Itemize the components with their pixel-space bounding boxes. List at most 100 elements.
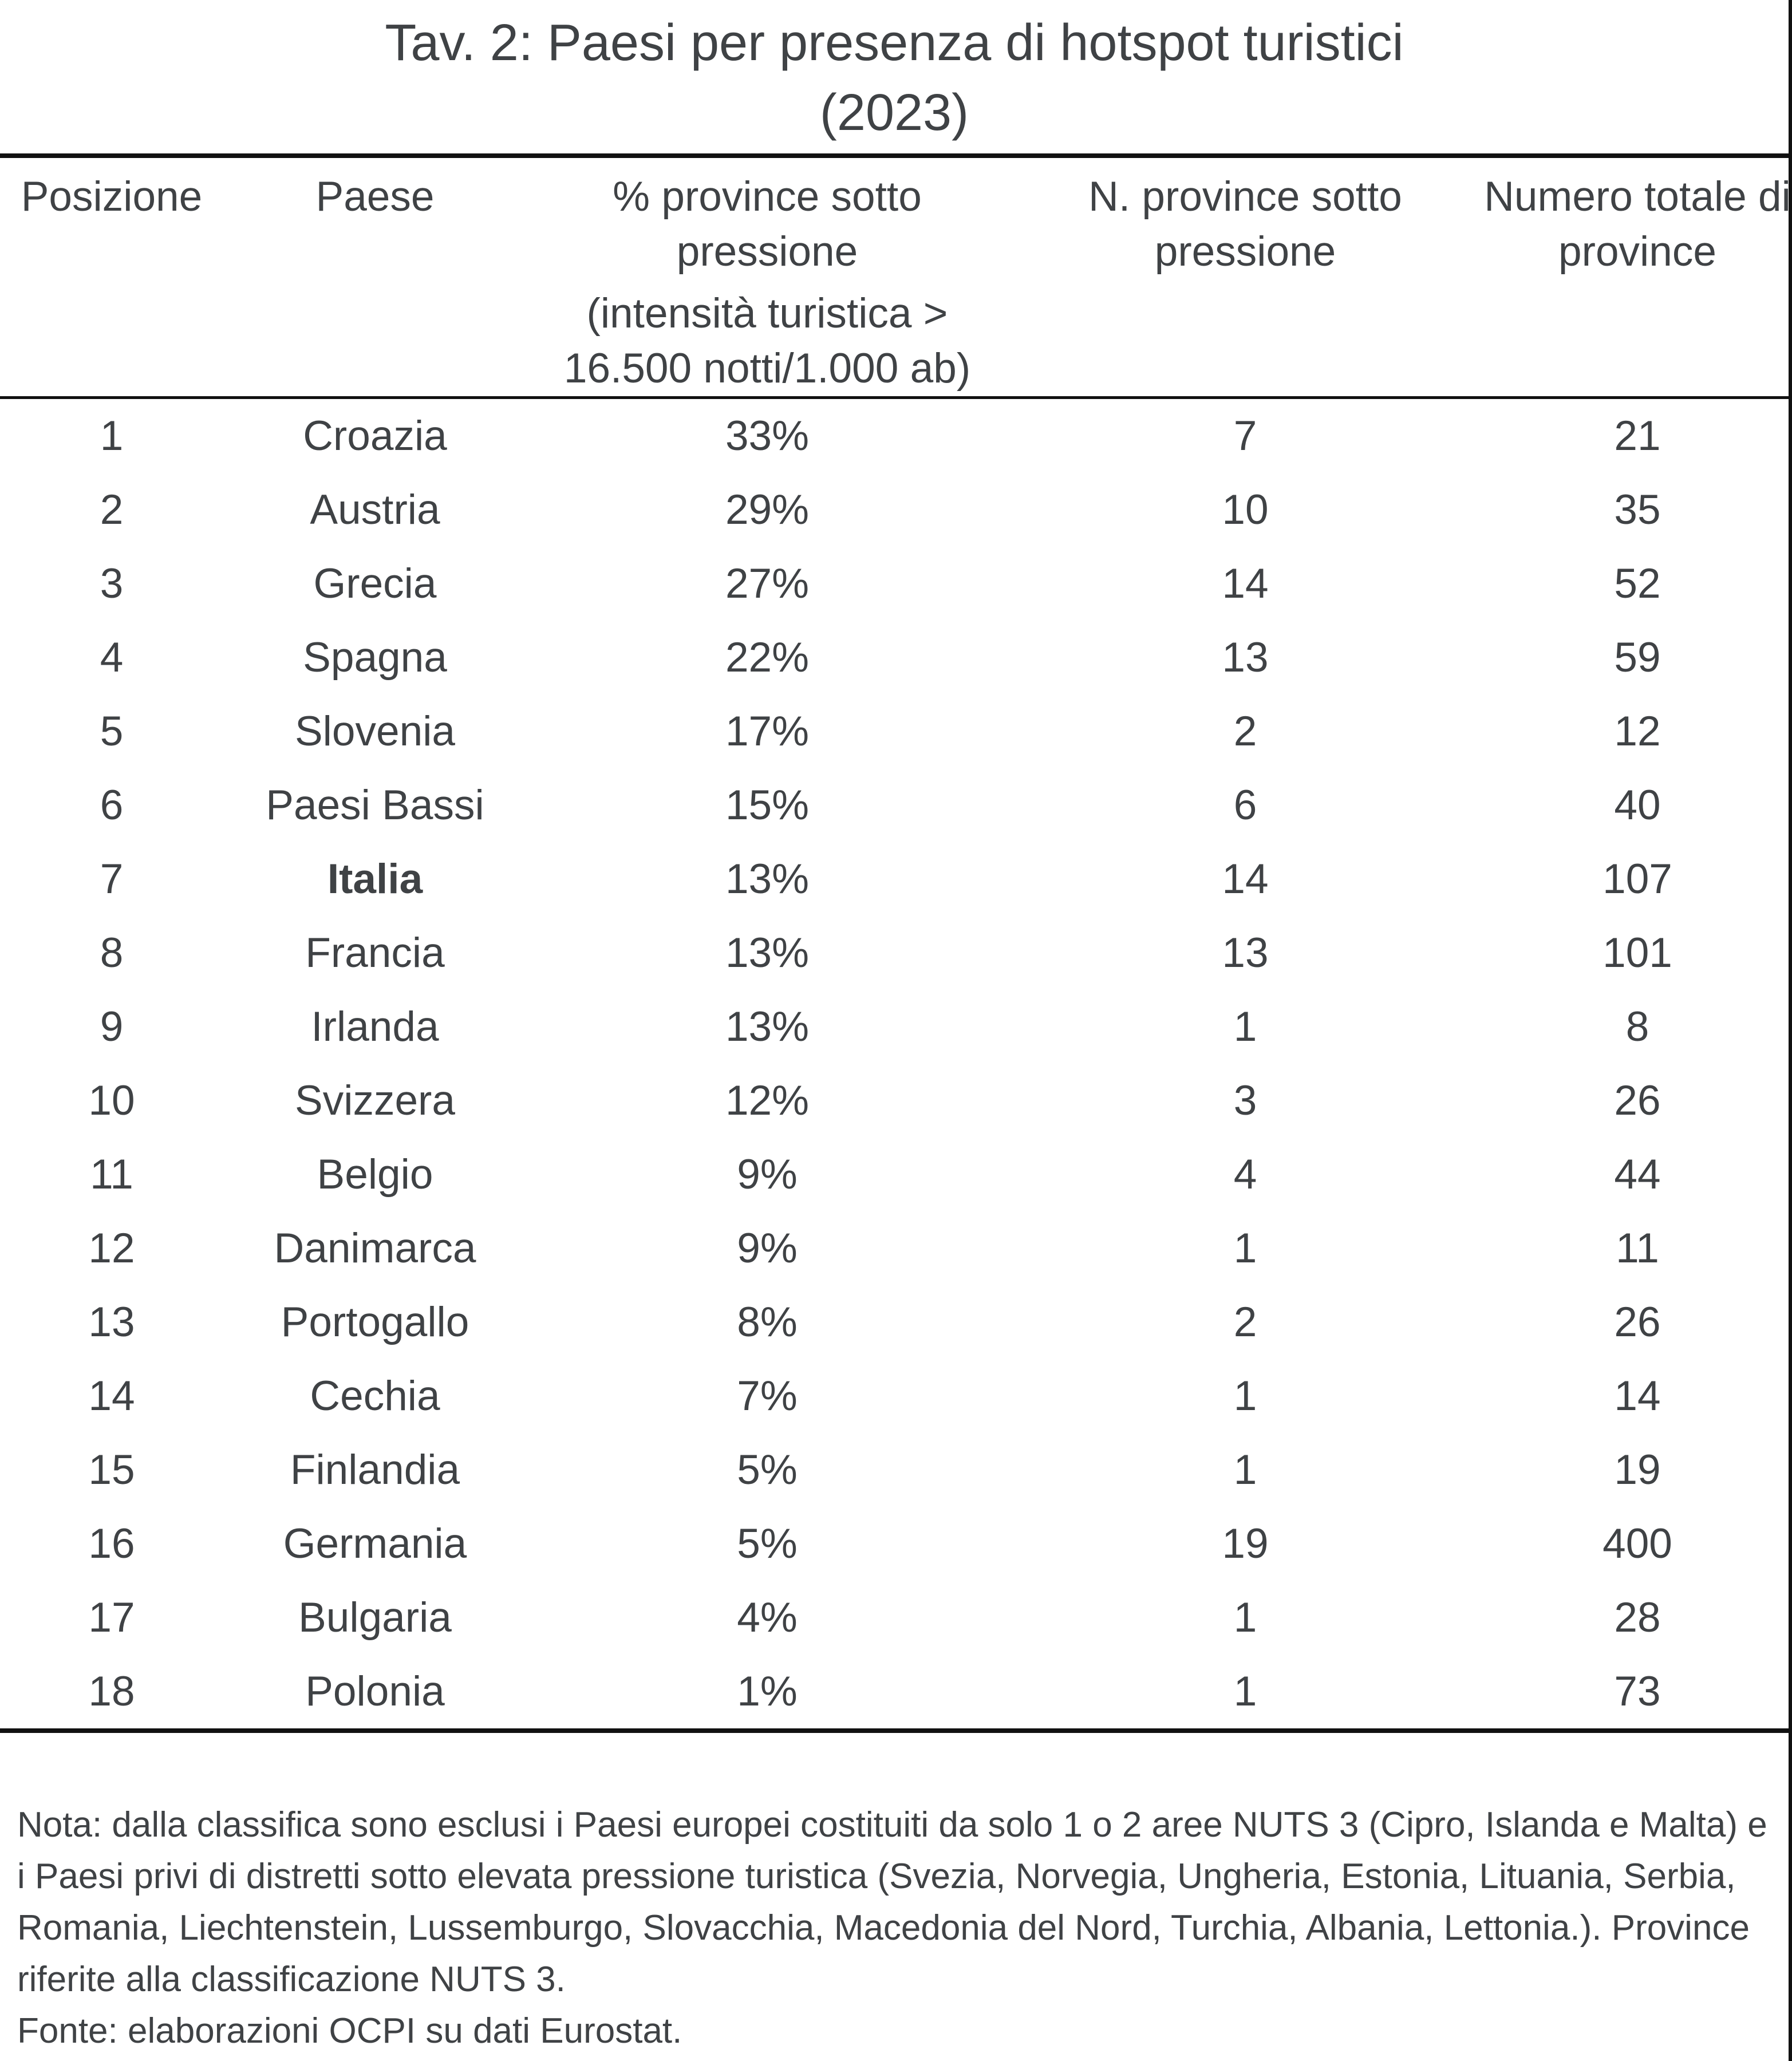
cell-pct: 13% xyxy=(725,930,810,976)
cell-posizione: 15 xyxy=(88,1447,135,1493)
table-note: Nota: dalla classifica sono esclusi i Pa… xyxy=(17,1805,1767,1999)
cell-pct: 8% xyxy=(737,1299,798,1345)
cell-tot: 19 xyxy=(1614,1447,1661,1493)
cell-n: 1 xyxy=(1233,1668,1257,1715)
header-divider xyxy=(0,396,1789,399)
cell-n: 13 xyxy=(1222,634,1269,681)
cell-paese: Danimarca xyxy=(274,1225,476,1272)
cell-tot: 11 xyxy=(1616,1225,1659,1272)
cell-n: 1 xyxy=(1233,1594,1257,1641)
cell-tot: 52 xyxy=(1614,560,1661,607)
table-row: 10 Svizzera 12% 3 26 xyxy=(0,1064,1789,1138)
cell-posizione: 2 xyxy=(100,487,124,533)
cell-pct: 22% xyxy=(725,634,810,681)
table-header-row: Posizione Paese % province sotto pressio… xyxy=(0,158,1792,396)
cell-tot: 40 xyxy=(1614,782,1661,828)
cell-posizione: 7 xyxy=(100,856,124,902)
cell-pct: 13% xyxy=(725,1004,810,1050)
cell-posizione: 16 xyxy=(88,1521,135,1567)
table-row: 12 Danimarca 9% 1 11 xyxy=(0,1211,1789,1285)
cell-n: 7 xyxy=(1233,413,1257,459)
table-row: 1 Croazia 33% 7 21 xyxy=(0,399,1789,473)
cell-pct: 5% xyxy=(737,1447,798,1493)
cell-pct: 5% xyxy=(737,1521,798,1567)
cell-paese: Germania xyxy=(283,1521,467,1567)
header-line: % province sotto xyxy=(613,173,922,220)
table-row: 5 Slovenia 17% 2 12 xyxy=(0,694,1789,768)
cell-paese: Polonia xyxy=(305,1668,445,1715)
cell-posizione: 9 xyxy=(100,1004,124,1050)
cell-paese: Bulgaria xyxy=(298,1594,452,1641)
cell-tot: 73 xyxy=(1614,1668,1661,1715)
cell-paese: Portogallo xyxy=(281,1299,469,1345)
title-divider xyxy=(0,153,1789,158)
cell-tot: 21 xyxy=(1614,413,1661,459)
table-row: 14 Cechia 7% 1 14 xyxy=(0,1359,1789,1433)
cell-pct: 9% xyxy=(737,1151,798,1198)
header-pct-province: % province sotto pressione (intensità tu… xyxy=(527,169,1008,396)
cell-paese: Cechia xyxy=(310,1373,440,1419)
table-title: Tav. 2: Paesi per presenza di hotspot tu… xyxy=(385,14,1404,72)
cell-tot: 107 xyxy=(1602,856,1672,902)
cell-paese: Croazia xyxy=(303,413,447,459)
cell-posizione: 5 xyxy=(100,708,124,755)
title-block: Tav. 2: Paesi per presenza di hotspot tu… xyxy=(0,0,1789,148)
header-line: Paese xyxy=(315,173,435,220)
cell-posizione: 18 xyxy=(88,1668,135,1715)
header-line: pressione xyxy=(1154,228,1336,275)
cell-pct: 17% xyxy=(725,708,810,755)
header-line: province xyxy=(1558,228,1716,275)
cell-posizione: 17 xyxy=(88,1594,135,1641)
table-row: 15 Finlandia 5% 1 19 xyxy=(0,1433,1789,1507)
cell-pct: 12% xyxy=(725,1077,810,1124)
cell-paese: Slovenia xyxy=(294,708,456,755)
cell-posizione: 10 xyxy=(88,1077,135,1124)
cell-n: 10 xyxy=(1222,487,1269,533)
table-row: 9 Irlanda 13% 1 8 xyxy=(0,990,1789,1064)
header-line: 16.500 notti/1.000 ab) xyxy=(563,345,971,392)
cell-pct: 27% xyxy=(725,560,810,607)
cell-n: 1 xyxy=(1233,1447,1257,1493)
cell-posizione: 12 xyxy=(88,1225,135,1272)
cell-posizione: 11 xyxy=(90,1151,133,1198)
cell-paese: Belgio xyxy=(317,1151,433,1198)
cell-pct: 1% xyxy=(737,1668,798,1715)
header-posizione: Posizione xyxy=(0,169,223,396)
header-line: Numero totale di xyxy=(1484,173,1791,220)
cell-pct: 15% xyxy=(725,782,810,828)
cell-n: 3 xyxy=(1233,1077,1257,1124)
header-line: N. province sotto xyxy=(1088,173,1402,220)
cell-tot: 28 xyxy=(1614,1594,1661,1641)
table-row: 17 Bulgaria 4% 1 28 xyxy=(0,1581,1789,1655)
cell-paese: Irlanda xyxy=(311,1004,439,1050)
cell-pct: 4% xyxy=(737,1594,798,1641)
table-row: 6 Paesi Bassi 15% 6 40 xyxy=(0,768,1789,842)
cell-posizione: 13 xyxy=(88,1299,135,1345)
header-totale-province: Numero totale di province xyxy=(1483,169,1792,396)
cell-posizione: 8 xyxy=(100,930,124,976)
cell-tot: 44 xyxy=(1614,1151,1661,1198)
table-row: 11 Belgio 9% 4 44 xyxy=(0,1138,1789,1211)
cell-n: 2 xyxy=(1233,708,1257,755)
header-line: pressione xyxy=(676,228,858,275)
cell-n: 2 xyxy=(1233,1299,1257,1345)
cell-pct: 29% xyxy=(725,487,810,533)
cell-n: 1 xyxy=(1233,1004,1257,1050)
cell-n: 14 xyxy=(1222,856,1269,902)
cell-tot: 14 xyxy=(1614,1373,1661,1419)
cell-tot: 26 xyxy=(1614,1299,1661,1345)
cell-paese: Italia xyxy=(327,856,423,902)
cell-posizione: 1 xyxy=(100,413,124,459)
table-row: 3 Grecia 27% 14 52 xyxy=(0,547,1789,621)
cell-pct: 9% xyxy=(737,1225,798,1272)
cell-tot: 101 xyxy=(1602,930,1672,976)
cell-tot: 26 xyxy=(1614,1077,1661,1124)
cell-paese: Grecia xyxy=(313,560,437,607)
cell-tot: 400 xyxy=(1602,1521,1672,1567)
cell-n: 1 xyxy=(1233,1225,1257,1272)
cell-paese: Austria xyxy=(310,487,440,533)
table-row: 13 Portogallo 8% 2 26 xyxy=(0,1285,1789,1359)
table-row: 4 Spagna 22% 13 59 xyxy=(0,621,1789,694)
cell-n: 13 xyxy=(1222,930,1269,976)
